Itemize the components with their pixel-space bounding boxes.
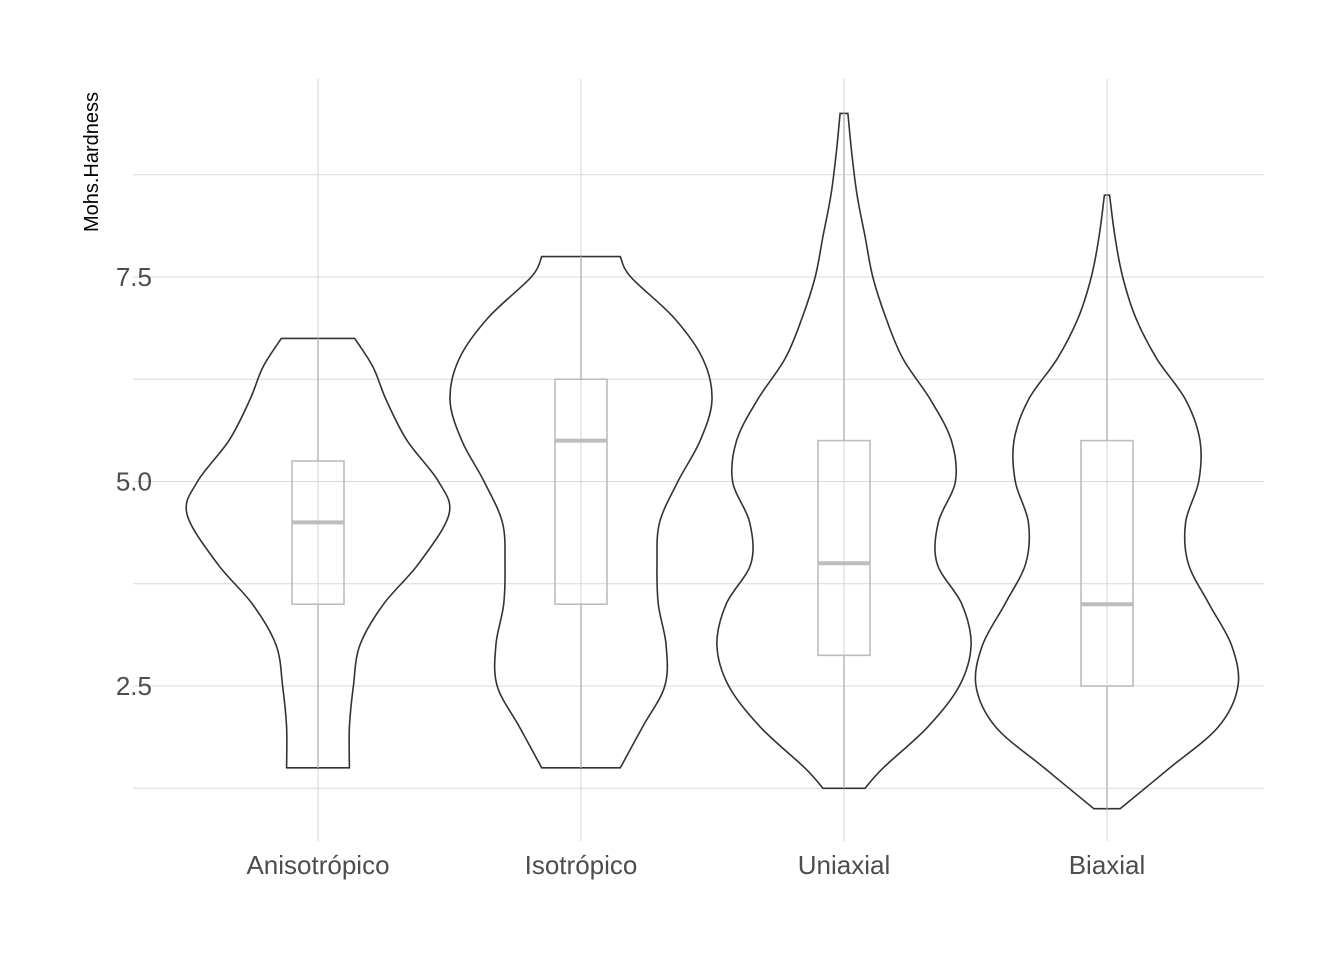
y-axis-title: Mohs.Hardness xyxy=(81,92,103,232)
violin-anisotrópico xyxy=(185,337,451,769)
boxplots xyxy=(291,113,1134,809)
x-tick-label: Biaxial xyxy=(1069,850,1146,880)
violins xyxy=(185,112,1240,810)
box-iqr xyxy=(554,378,608,605)
x-tick-label: Isotrópico xyxy=(525,850,638,880)
box-iqr xyxy=(817,439,871,657)
minor-gridlines xyxy=(133,174,1264,789)
y-tick-label: 5.0 xyxy=(116,467,152,497)
violin-biaxial xyxy=(974,194,1240,810)
x-tick-label: Uniaxial xyxy=(798,850,891,880)
y-axis-tick-labels: 2.5 5.0 7.5 xyxy=(116,262,152,701)
y-tick-label: 7.5 xyxy=(116,262,152,292)
x-axis-tick-labels: Anisotrópico Isotrópico Uniaxial Biaxial xyxy=(246,850,1145,880)
box-iqr xyxy=(291,460,345,605)
box-iqr xyxy=(1080,439,1134,687)
violin-uniaxial xyxy=(716,112,972,790)
y-tick-label: 2.5 xyxy=(116,671,152,701)
violin-isotrópico xyxy=(449,255,713,769)
major-gridlines xyxy=(133,79,1264,841)
x-tick-label: Anisotrópico xyxy=(246,850,389,880)
